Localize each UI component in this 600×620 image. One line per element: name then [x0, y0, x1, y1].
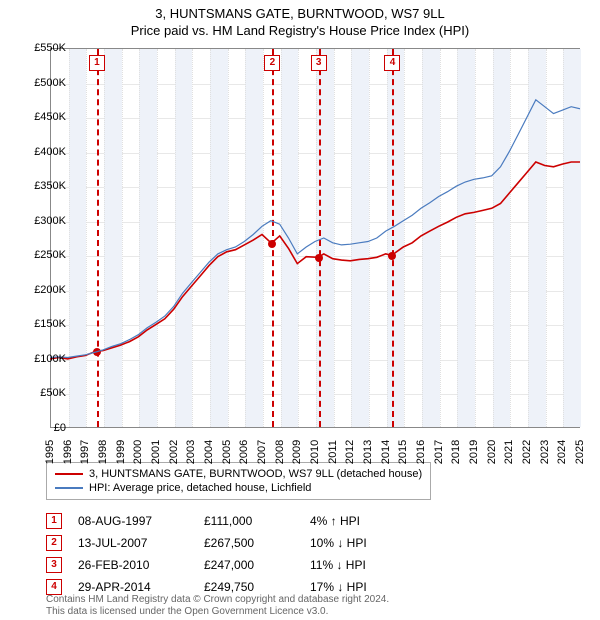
- y-tick-label: £0: [54, 422, 66, 434]
- x-tick-label: 2018: [450, 440, 462, 464]
- x-tick-label: 2004: [203, 440, 215, 464]
- x-tick-label: 2009: [291, 440, 303, 464]
- table-marker: 3: [46, 557, 62, 573]
- x-tick-label: 1999: [115, 440, 127, 464]
- y-tick-label: £200K: [34, 284, 66, 296]
- x-tick-label: 2002: [168, 440, 180, 464]
- table-row: 2 13-JUL-2007 £267,500 10% ↓ HPI: [46, 532, 420, 554]
- footer-line: This data is licensed under the Open Gov…: [46, 606, 389, 618]
- event-diff: 11% ↓ HPI: [310, 558, 420, 572]
- table-row: 3 26-FEB-2010 £247,000 11% ↓ HPI: [46, 554, 420, 576]
- x-tick-label: 2019: [468, 440, 480, 464]
- event-table: 1 08-AUG-1997 £111,000 4% ↑ HPI 2 13-JUL-2007…: [46, 510, 420, 598]
- legend-row: HPI: Average price, detached house, Lich…: [55, 481, 422, 495]
- legend-swatch: [55, 473, 83, 475]
- event-diff: 17% ↓ HPI: [310, 580, 420, 594]
- table-marker: 2: [46, 535, 62, 551]
- x-tick-label: 1995: [44, 440, 56, 464]
- series-line-price_paid: [50, 162, 580, 359]
- x-tick-label: 2014: [380, 440, 392, 464]
- y-tick-label: £50K: [40, 387, 66, 399]
- title-block: 3, HUNTSMANS GATE, BURNTWOOD, WS7 9LL Pr…: [0, 0, 600, 38]
- legend: 3, HUNTSMANS GATE, BURNTWOOD, WS7 9LL (d…: [46, 462, 431, 500]
- footer-line: Contains HM Land Registry data © Crown c…: [46, 594, 389, 606]
- x-tick-label: 2021: [503, 440, 515, 464]
- series-line-hpi: [50, 100, 580, 358]
- y-tick-label: £350K: [34, 180, 66, 192]
- y-tick-label: £100K: [34, 353, 66, 365]
- event-date: 13-JUL-2007: [78, 536, 188, 550]
- y-tick-label: £550K: [34, 42, 66, 54]
- legend-row: 3, HUNTSMANS GATE, BURNTWOOD, WS7 9LL (d…: [55, 467, 422, 481]
- y-tick-label: £250K: [34, 249, 66, 261]
- y-tick-label: £300K: [34, 215, 66, 227]
- x-tick-label: 2010: [309, 440, 321, 464]
- x-tick-label: 2024: [556, 440, 568, 464]
- chart-container: 3, HUNTSMANS GATE, BURNTWOOD, WS7 9LL Pr…: [0, 0, 600, 620]
- x-tick-label: 2006: [238, 440, 250, 464]
- legend-label: 3, HUNTSMANS GATE, BURNTWOOD, WS7 9LL (d…: [89, 468, 422, 480]
- x-tick-label: 2005: [221, 440, 233, 464]
- title-subtitle: Price paid vs. HM Land Registry's House …: [0, 23, 600, 38]
- event-diff: 10% ↓ HPI: [310, 536, 420, 550]
- x-tick-label: 2013: [362, 440, 374, 464]
- x-tick-label: 2012: [344, 440, 356, 464]
- table-marker: 1: [46, 513, 62, 529]
- event-price: £111,000: [204, 514, 294, 528]
- x-tick-label: 1996: [62, 440, 74, 464]
- x-tick-label: 2001: [150, 440, 162, 464]
- x-tick-label: 2025: [574, 440, 586, 464]
- x-tick-label: 2022: [521, 440, 533, 464]
- x-tick-label: 2003: [185, 440, 197, 464]
- line-series-svg: [50, 48, 580, 428]
- x-tick-label: 2017: [433, 440, 445, 464]
- y-tick-label: £500K: [34, 77, 66, 89]
- y-tick-label: £150K: [34, 318, 66, 330]
- event-date: 08-AUG-1997: [78, 514, 188, 528]
- x-tick-label: 1998: [97, 440, 109, 464]
- title-address: 3, HUNTSMANS GATE, BURNTWOOD, WS7 9LL: [0, 6, 600, 21]
- y-tick-label: £450K: [34, 111, 66, 123]
- x-tick-label: 2015: [397, 440, 409, 464]
- event-diff: 4% ↑ HPI: [310, 514, 420, 528]
- event-price: £247,000: [204, 558, 294, 572]
- y-tick-label: £400K: [34, 146, 66, 158]
- legend-label: HPI: Average price, detached house, Lich…: [89, 482, 311, 494]
- event-price: £249,750: [204, 580, 294, 594]
- footer: Contains HM Land Registry data © Crown c…: [46, 594, 389, 618]
- x-tick-label: 2008: [274, 440, 286, 464]
- x-tick-label: 2011: [327, 440, 339, 464]
- x-tick-label: 2016: [415, 440, 427, 464]
- chart-area: 1234: [50, 48, 580, 428]
- table-row: 1 08-AUG-1997 £111,000 4% ↑ HPI: [46, 510, 420, 532]
- x-tick-label: 2023: [539, 440, 551, 464]
- x-tick-label: 1997: [79, 440, 91, 464]
- table-marker: 4: [46, 579, 62, 595]
- x-tick-label: 2000: [132, 440, 144, 464]
- legend-swatch: [55, 487, 83, 489]
- event-date: 26-FEB-2010: [78, 558, 188, 572]
- x-tick-label: 2007: [256, 440, 268, 464]
- event-date: 29-APR-2014: [78, 580, 188, 594]
- x-tick-label: 2020: [486, 440, 498, 464]
- event-price: £267,500: [204, 536, 294, 550]
